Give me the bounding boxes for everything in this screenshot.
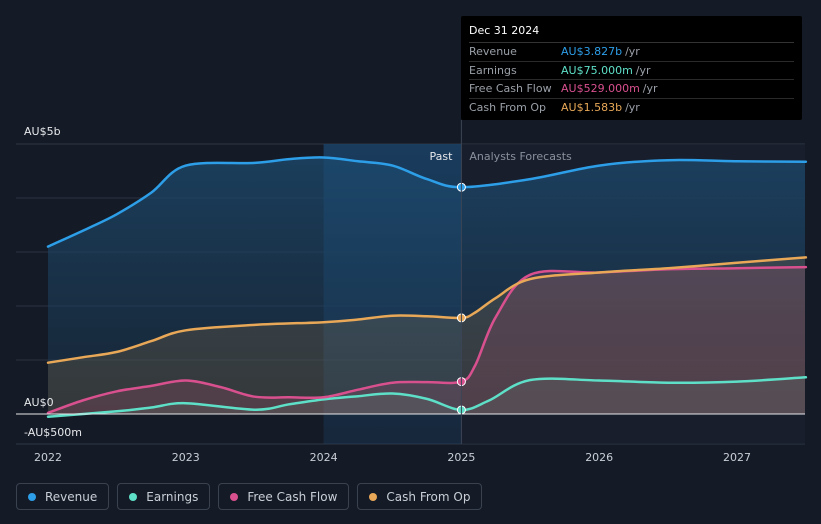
forecast-label: Analysts Forecasts (469, 150, 572, 163)
tooltip-label: Free Cash Flow (469, 82, 552, 95)
legend-dot-icon (230, 492, 239, 501)
x-tick-label: 2023 (172, 451, 200, 464)
tooltip: Dec 31 2024 Revenue AU$3.827b /yr Earnin… (461, 16, 802, 120)
tooltip-row-free-cash-flow: Free Cash Flow AU$529.000m /yr (469, 80, 794, 99)
tooltip-value: AU$529.000m (561, 82, 640, 95)
axes: AU$5b AU$0 -AU$500m 2022 2023 2024 2025 2026 202… (16, 120, 805, 464)
earnings-line (46, 376, 808, 418)
legend-label: Earnings (146, 489, 199, 504)
series-lines (46, 156, 808, 418)
tooltip-row-revenue: Revenue AU$3.827b /yr (469, 43, 794, 62)
x-tick-label: 2026 (585, 451, 613, 464)
free-cash-flow-area (48, 267, 805, 414)
y-axis-label: -AU$500m (24, 426, 82, 439)
legend-label: Cash From Op (386, 489, 471, 504)
revenue-area (48, 157, 805, 414)
legend-dot-icon (369, 492, 378, 501)
tooltip-row-cash-from-op: Cash From Op AU$1.583b /yr (469, 99, 794, 117)
tooltip-value: AU$1.583b (561, 100, 623, 114)
y-axis-label: AU$5b (24, 125, 61, 138)
legend-item-cash-from-op[interactable]: Cash From Op (357, 483, 483, 510)
x-tick-label: 2022 (34, 451, 62, 464)
y-axis-label: AU$0 (24, 396, 54, 409)
tooltip-value: AU$75.000m (561, 63, 633, 77)
tooltip-label: Revenue (469, 45, 517, 58)
cash-from-op-area (48, 257, 805, 414)
legend: Revenue Earnings Free Cash Flow Cash Fro… (16, 483, 483, 510)
legend-dot-icon (28, 492, 36, 501)
tooltip-label: Cash From Op (469, 100, 547, 114)
series-areas (48, 157, 805, 417)
past-label: Past (429, 150, 453, 163)
cash-from-op-line (46, 256, 808, 364)
legend-label: Free Cash Flow (247, 489, 338, 504)
tooltip-date: Dec 31 2024 (469, 24, 794, 43)
x-tick-label: 2024 (310, 451, 338, 464)
earnings-area (48, 377, 805, 417)
tooltip-unit: /yr (625, 100, 640, 114)
tooltip-row-earnings: Earnings AU$75.000m /yr (469, 62, 794, 80)
tooltip-value: AU$3.827b (561, 45, 623, 58)
tooltip-unit: /yr (625, 45, 640, 58)
x-tick-label: 2025 (447, 451, 475, 464)
legend-dot-icon (129, 492, 138, 501)
legend-label: Revenue (45, 489, 98, 504)
tooltip-label: Earnings (469, 63, 517, 77)
tooltip-unit: /yr (642, 82, 658, 95)
legend-item-earnings[interactable]: Earnings (117, 483, 211, 510)
x-tick-label: 2027 (723, 451, 751, 464)
legend-item-revenue[interactable]: Revenue (16, 483, 110, 510)
revenue-line (46, 156, 808, 248)
tooltip-unit: /yr (635, 63, 651, 77)
legend-item-free-cash-flow[interactable]: Free Cash Flow (218, 483, 350, 510)
